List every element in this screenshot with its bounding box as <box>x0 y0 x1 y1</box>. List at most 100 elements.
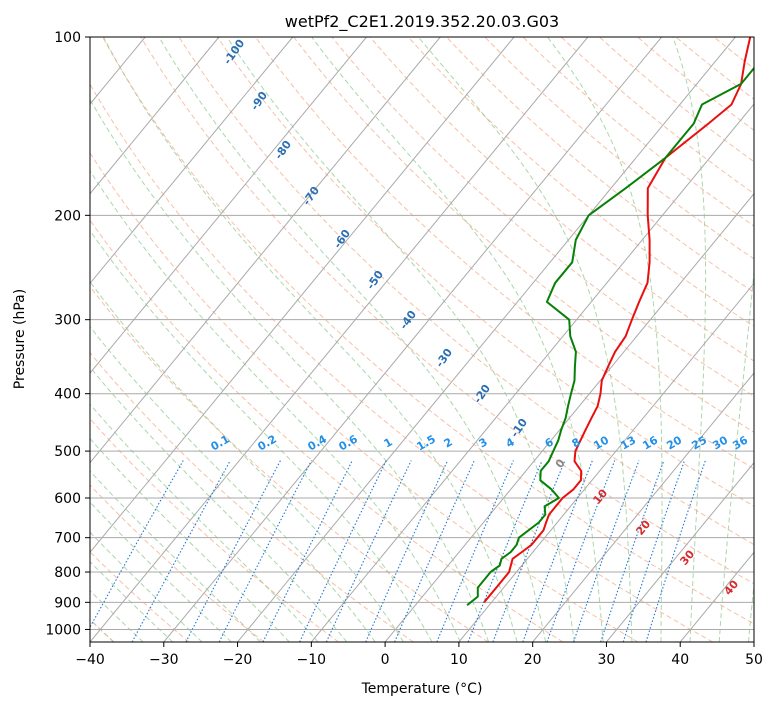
mixing-ratio-line <box>522 460 593 642</box>
mixing-ratio-line <box>218 460 312 642</box>
mixing-ratio-line <box>394 460 475 642</box>
mixing-ratio-line <box>467 460 543 642</box>
isotherm-line <box>310 103 754 642</box>
mixing-ratio-line <box>622 460 686 642</box>
moist-adiabat-line <box>418 37 633 642</box>
moist-adiabat-line <box>90 326 376 642</box>
dry-adiabat-line <box>178 37 754 546</box>
moist-adiabat-line <box>90 403 319 642</box>
x-tick-label: −40 <box>75 652 105 668</box>
plot-frame <box>89 36 755 643</box>
mixing-ratio-line <box>262 460 353 642</box>
moist-adiabat-line <box>90 98 490 642</box>
moist-adiabat-line <box>90 531 203 642</box>
isotherm-line <box>384 192 754 642</box>
moist-adiabat-line <box>90 169 461 642</box>
isotherm-line <box>90 37 441 464</box>
dry-adiabat-line <box>216 37 754 507</box>
x-axis-ticks: −40 −30 −20 −10 0 10 20 30 40 50 <box>75 642 763 668</box>
isotherm-line <box>237 37 736 642</box>
moist-adiabat-line <box>90 229 433 642</box>
x-tick-label: 50 <box>745 652 763 668</box>
isotherm-line <box>90 37 589 642</box>
dry-adiabat-line <box>293 37 754 433</box>
chart-title: wetPf2_C2E1.2019.352.20.03.G03 <box>285 12 559 32</box>
isotherm-line <box>90 37 367 374</box>
dry-adiabat-line <box>90 219 564 642</box>
isotherm-line <box>90 37 515 554</box>
dry-adiabat-line <box>560 37 754 195</box>
temperature-profile-line <box>483 37 752 603</box>
dry-adiabat-line <box>90 285 489 642</box>
y-tick-label: 600 <box>54 491 81 507</box>
dewpoint-profile-line <box>466 66 754 606</box>
moist-adiabat-line <box>226 37 575 642</box>
moist-adiabat-line <box>90 501 232 642</box>
mixing-ratio-line <box>436 460 514 642</box>
x-tick-label: −30 <box>149 652 179 668</box>
moist-adiabat-line <box>547 37 663 642</box>
y-axis-ticks: 100 200 300 400 500 600 700 800 900 1000 <box>45 30 90 638</box>
dry-adiabat-line <box>331 37 754 397</box>
moist-adiabat-line <box>90 589 144 642</box>
mixing-ratio-line <box>600 460 665 642</box>
moist-adiabat-line <box>103 37 518 642</box>
mixing-ratio-line <box>131 460 231 642</box>
mixing-ratio-line <box>572 460 640 642</box>
y-tick-label: 700 <box>54 531 81 547</box>
x-tick-label: 10 <box>450 652 468 668</box>
plot-background <box>90 37 754 642</box>
isotherm-line <box>90 37 294 285</box>
x-tick-label: 0 <box>381 652 390 668</box>
dry-adiabat-line <box>102 37 754 625</box>
x-tick-label: −20 <box>223 652 253 668</box>
y-tick-label: 800 <box>54 565 81 581</box>
isotherm-line <box>458 282 754 642</box>
moist-adiabats <box>90 37 754 642</box>
moist-adiabat-line <box>718 267 754 642</box>
y-tick-label: 900 <box>54 595 81 611</box>
y-tick-label: 1000 <box>45 622 81 638</box>
x-tick-label: 30 <box>598 652 616 668</box>
mixing-ratio-line <box>185 460 281 642</box>
moist-adiabat-line <box>90 280 405 642</box>
isotherm-line <box>90 37 220 195</box>
isotherms <box>90 37 754 642</box>
moist-adiabat-line <box>311 37 604 642</box>
mixing-ratio-line <box>492 460 566 642</box>
dry-adiabat-line <box>140 37 754 585</box>
moist-adiabat-line <box>748 580 754 642</box>
moist-adiabat-line <box>90 560 174 642</box>
y-tick-label: 100 <box>54 30 81 46</box>
profile-series <box>466 37 754 606</box>
dry-adiabat-line <box>90 417 339 642</box>
dry-adiabat-line <box>484 37 754 260</box>
mixing-ratio-lines <box>90 460 706 642</box>
y-axis-label: Pressure (hPa) <box>12 289 28 389</box>
mixing-ratio-line <box>645 460 706 642</box>
pressure-gridlines <box>90 37 754 630</box>
y-tick-label: 200 <box>54 208 81 224</box>
moist-adiabat-line <box>158 37 547 642</box>
isotherm-line <box>606 461 754 642</box>
y-tick-label: 500 <box>54 444 81 460</box>
isotherm-line <box>163 37 663 642</box>
isotherm-line <box>532 372 754 642</box>
mixing-ratio-line <box>546 460 616 642</box>
moist-adiabat-line <box>672 37 707 642</box>
dry-adiabat-line <box>90 484 265 642</box>
x-tick-label: −10 <box>297 652 327 668</box>
x-tick-label: 40 <box>671 652 689 668</box>
dry-adiabat-line <box>90 83 713 642</box>
dry-adiabat-line <box>407 37 754 327</box>
y-tick-label: 300 <box>54 313 81 329</box>
dry-adiabat-line <box>90 152 639 642</box>
x-axis-label: Temperature (°C) <box>361 681 483 697</box>
y-tick-label: 400 <box>54 387 81 403</box>
moist-adiabat-line <box>90 437 290 642</box>
mixing-ratio-line <box>365 460 449 642</box>
x-tick-label: 20 <box>524 652 542 668</box>
moist-adiabat-line <box>90 470 261 642</box>
dry-adiabat-line <box>369 37 754 362</box>
